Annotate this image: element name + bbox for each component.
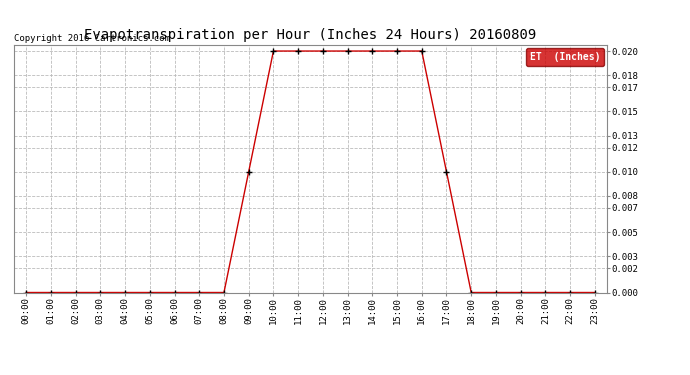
Text: Copyright 2016 Cartronics.com: Copyright 2016 Cartronics.com [14,33,170,42]
Title: Evapotranspiration per Hour (Inches 24 Hours) 20160809: Evapotranspiration per Hour (Inches 24 H… [84,28,537,42]
Legend: ET  (Inches): ET (Inches) [526,48,604,66]
